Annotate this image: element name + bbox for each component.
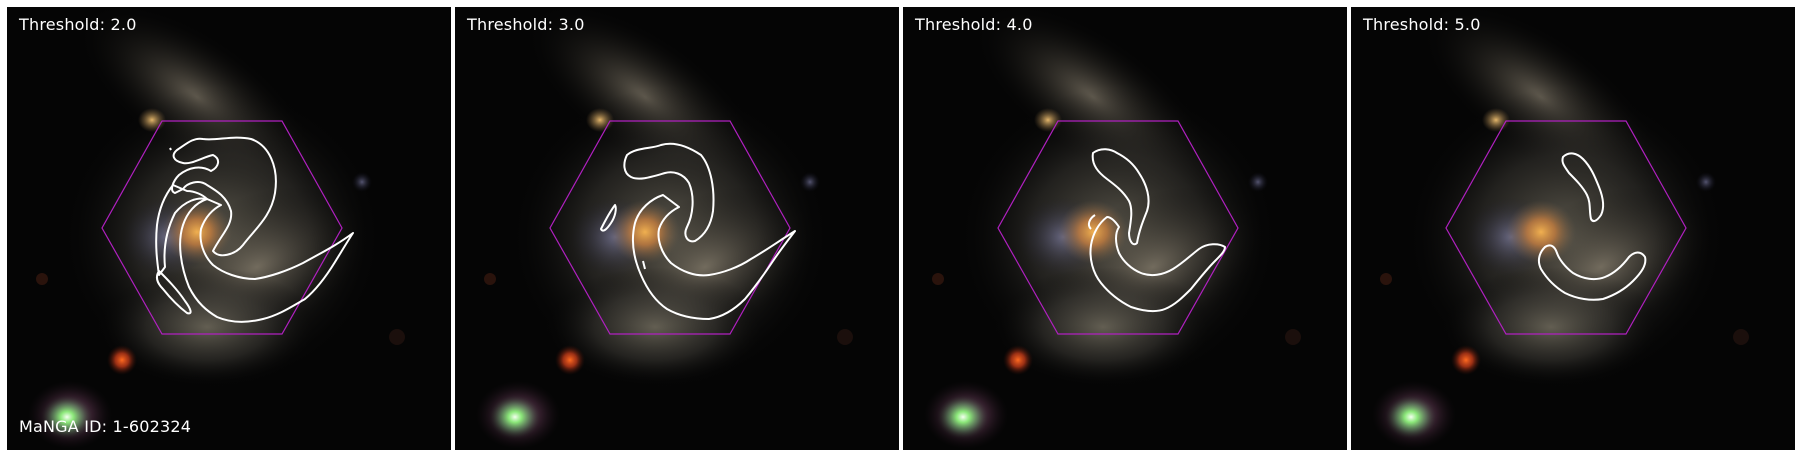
galaxy-panel-threshold-5: Threshold: 5.0 — [1351, 7, 1795, 450]
threshold-label: Threshold: 5.0 — [1363, 15, 1481, 34]
threshold-label: Threshold: 2.0 — [19, 15, 137, 34]
galaxy-panel-threshold-3: Threshold: 3.0 — [455, 7, 899, 450]
galaxy-image — [1351, 7, 1795, 450]
galaxy-image — [903, 7, 1347, 450]
galaxy-image — [455, 7, 899, 450]
manga-id-label: MaNGA ID: 1-602324 — [19, 417, 191, 436]
threshold-label: Threshold: 4.0 — [915, 15, 1033, 34]
threshold-label: Threshold: 3.0 — [467, 15, 585, 34]
galaxy-image — [7, 7, 451, 450]
galaxy-panel-threshold-2: Threshold: 2.0 MaNGA ID: 1-602324 — [7, 7, 451, 450]
galaxy-panel-threshold-4: Threshold: 4.0 — [903, 7, 1347, 450]
